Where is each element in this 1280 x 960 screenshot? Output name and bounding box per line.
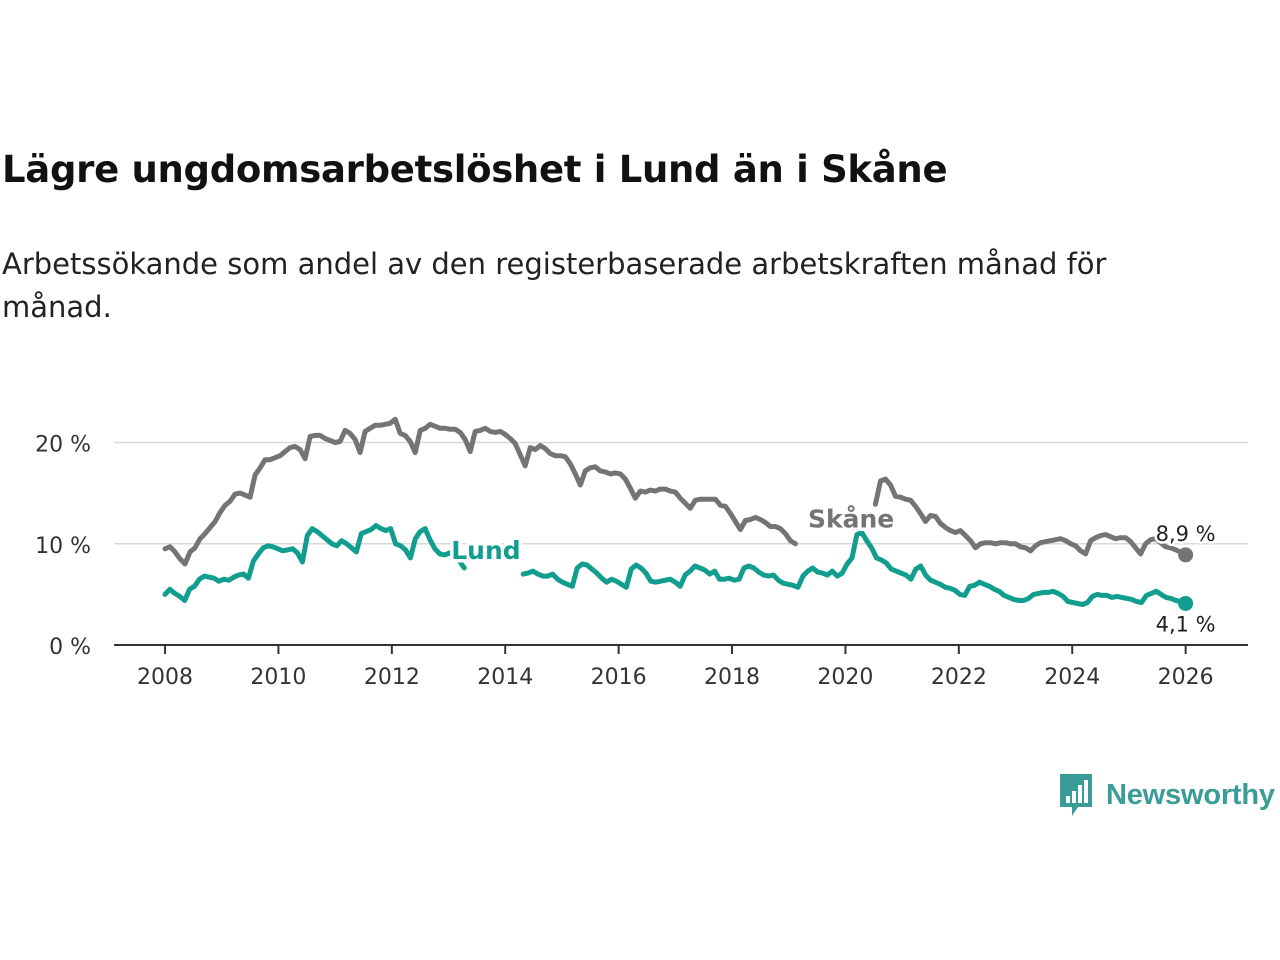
newsworthy-logo: Newsworthy	[1058, 772, 1275, 818]
series-line-lund	[162, 523, 1189, 607]
chart-subtitle: Arbetssökande som andel av den registerb…	[2, 247, 1107, 324]
y-axis: 0 % 10 % 20 %	[35, 433, 91, 661]
x-tick-label: 2018	[704, 665, 760, 690]
x-tick-label: 2024	[1044, 665, 1100, 690]
end-point-lund	[1178, 595, 1194, 611]
x-axis: 2008 2010 2012 2014 2016 2018 2020 2022 2024 2026	[114, 644, 1248, 690]
x-tick-label: 2010	[250, 665, 306, 690]
end-value-label: 8,9 %	[1156, 522, 1216, 546]
x-tick-label: 2008	[137, 665, 193, 690]
series-name-label: Skåne	[808, 505, 894, 534]
end-value-label: 4,1 %	[1156, 612, 1216, 636]
x-tick-label: 2016	[591, 665, 647, 690]
x-tick-label: 2026	[1158, 665, 1214, 690]
series-name-label: Lund	[451, 536, 520, 565]
x-tick-label: 2022	[931, 665, 987, 690]
x-tick-label: 2014	[477, 665, 533, 690]
y-tick-label: 20 %	[35, 433, 91, 458]
end-point-skåne	[1178, 547, 1194, 563]
x-tick-label: 2012	[364, 665, 420, 690]
series: 8,9 % 4,1 %	[162, 416, 1218, 639]
x-tick-label: 2020	[817, 665, 873, 690]
y-tick-label: 10 %	[35, 534, 91, 559]
series-labels: Skåne Lund	[448, 501, 898, 568]
chart-title: Lägre ungdomsarbetslöshet i Lund än i Sk…	[2, 148, 948, 191]
gridlines	[114, 441, 1248, 545]
bar-chart-speech-bubble-icon	[1060, 774, 1092, 816]
y-tick-label: 0 %	[49, 635, 91, 660]
brand-name: Newsworthy	[1106, 778, 1275, 811]
series-line-skåne	[162, 416, 1189, 567]
